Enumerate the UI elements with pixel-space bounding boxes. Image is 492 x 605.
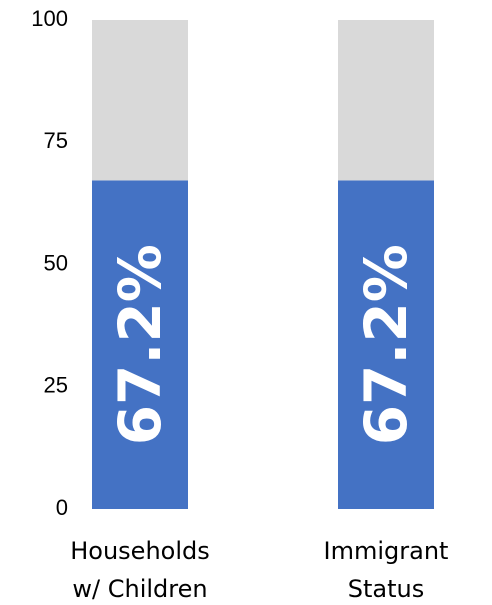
- category-label: w/ Children: [72, 575, 207, 603]
- bar-value-segment: [92, 180, 188, 509]
- bar-value-segment: [338, 180, 434, 509]
- y-axis: 0 25 50 75 100: [31, 6, 68, 520]
- bar-data-label: 67.2%: [352, 244, 420, 445]
- y-tick-label: 50: [44, 250, 68, 275]
- y-tick-label: 0: [56, 495, 68, 520]
- y-tick-label: 100: [31, 6, 68, 31]
- category-label: Immigrant: [324, 537, 449, 565]
- bar-data-label: 67.2%: [106, 244, 174, 445]
- plot-area: [92, 20, 434, 509]
- y-tick-label: 25: [44, 373, 68, 398]
- category-label: Status: [348, 575, 424, 603]
- y-tick-label: 75: [44, 128, 68, 153]
- bar-remainder-segment: [92, 20, 188, 181]
- category-label: Households: [70, 537, 210, 565]
- bar-remainder-segment: [338, 20, 434, 181]
- x-axis: Households w/ Children Immigrant Status: [70, 537, 448, 603]
- data-labels: 67.2% 67.2%: [106, 244, 420, 445]
